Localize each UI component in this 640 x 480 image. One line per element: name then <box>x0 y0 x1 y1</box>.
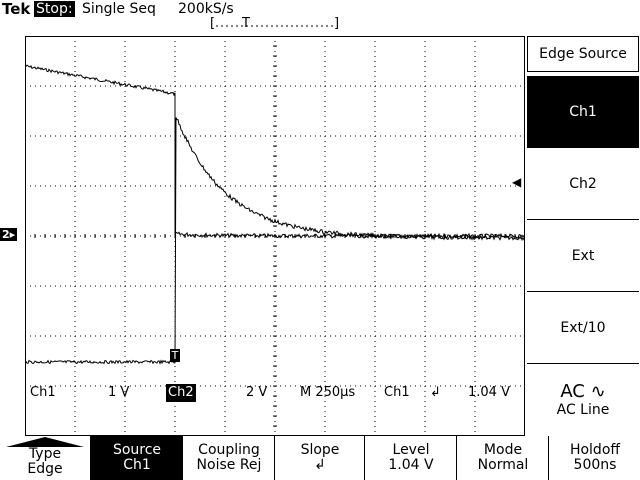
side-menu-item-ch2[interactable]: Ch2 <box>527 148 639 220</box>
ch2-trace <box>25 117 525 365</box>
record-bracket-right: ] <box>334 16 340 31</box>
falling-edge-icon: ↲ <box>314 457 326 473</box>
side-menu-item-label: AC Line <box>556 402 610 418</box>
trigger-level-readout: 1.04 V <box>468 385 510 400</box>
status-bar: Tek Stop: Single Seq 200kS/s <box>0 0 640 18</box>
ch1-scale: 1 V <box>108 385 130 400</box>
side-menu-item-ext10[interactable]: Ext/10 <box>527 292 639 364</box>
softkey-holdoff[interactable]: Holdoff 500ns <box>548 436 640 480</box>
side-menu-item-ext[interactable]: Ext <box>527 220 639 292</box>
softkey-source[interactable]: Source Ch1 <box>90 436 183 480</box>
trigger-position-indicator: [ T ] <box>186 16 352 36</box>
ch1-label: Ch1 <box>30 385 56 400</box>
acquisition-mode: Single Seq <box>82 1 156 17</box>
softkey-level[interactable]: Level 1.04 V <box>364 436 457 480</box>
side-menu-item-label: Ch2 <box>569 175 597 192</box>
ch1-trace <box>25 64 525 240</box>
side-menu-item-label: Ch1 <box>569 103 597 120</box>
ch2-label: Ch2 <box>166 384 196 402</box>
record-bracket-left: [ <box>210 16 216 31</box>
menu-pointer-icon: ◀ <box>512 175 522 189</box>
softkey-coupling[interactable]: Coupling Noise Rej <box>182 436 275 480</box>
softkey-type[interactable]: Type Edge <box>0 436 90 480</box>
ch2-ground-marker[interactable]: 2▸ <box>0 228 18 241</box>
softkey-bar: Type Edge Source Ch1 Coupling Noise Rej … <box>0 436 640 480</box>
side-menu-item-ch1[interactable]: Ch1 <box>527 76 639 148</box>
waveform-display[interactable]: T <box>25 36 525 436</box>
softkey-slope[interactable]: Slope ↲ <box>274 436 365 480</box>
side-menu-item-label: Ext <box>571 247 595 264</box>
side-menu: Edge Source Ch1 Ch2 Ext Ext/10 AC ∿ AC L… <box>527 0 640 436</box>
sample-rate: 200kS/s <box>178 1 234 17</box>
svg-text:T: T <box>171 349 179 362</box>
softkey-mode[interactable]: Mode Normal <box>456 436 549 480</box>
falling-edge-icon: ↲ <box>430 385 441 400</box>
side-menu-item-ac-line[interactable]: AC ∿ AC Line <box>527 364 639 435</box>
side-menu-item-label: Ext/10 <box>560 319 606 336</box>
brand-logo: Tek <box>2 0 31 18</box>
acquisition-status: Stop: <box>34 1 75 17</box>
timebase-readout: M 250µs <box>300 385 356 400</box>
side-menu-title: Edge Source <box>527 36 639 72</box>
trigger-point-marker: T <box>170 349 180 362</box>
ch2-scale: 2 V <box>246 385 268 400</box>
trigger-source-readout: Ch1 <box>384 385 410 400</box>
ac-line-icon: AC ∿ <box>560 381 606 402</box>
trigger-position-marker: T <box>242 16 250 31</box>
